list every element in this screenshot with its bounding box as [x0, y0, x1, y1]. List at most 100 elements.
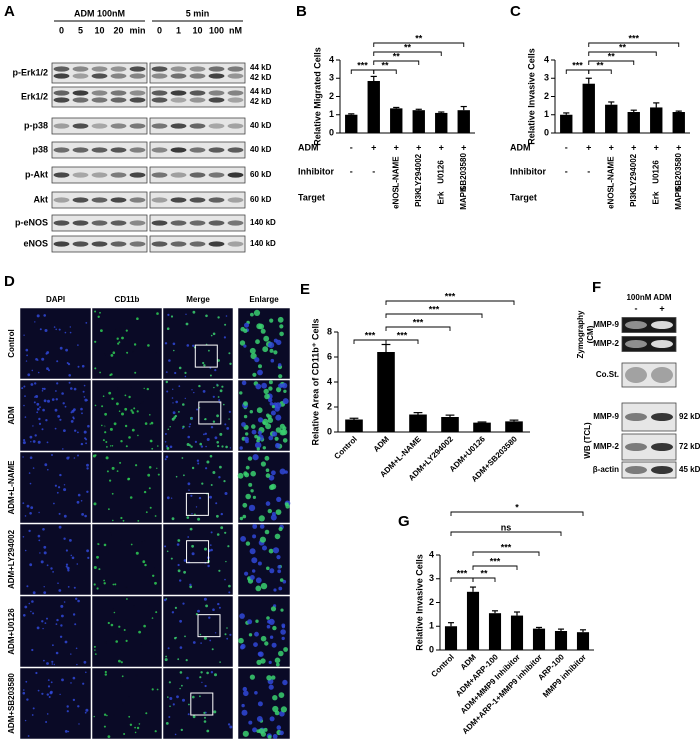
lane-label: 1	[176, 25, 181, 35]
cell	[77, 431, 79, 434]
cell	[218, 606, 221, 609]
cell	[163, 598, 167, 602]
cell	[176, 543, 180, 546]
cell	[69, 326, 72, 328]
cell	[183, 474, 185, 477]
cell	[23, 614, 26, 617]
cell	[94, 454, 97, 456]
cell	[226, 427, 230, 430]
cell	[40, 560, 44, 564]
band	[170, 66, 187, 72]
cell	[104, 673, 108, 676]
cell	[109, 479, 112, 482]
cell	[85, 442, 87, 445]
cell	[149, 506, 152, 509]
cell	[182, 403, 185, 406]
cell	[61, 392, 64, 395]
cell	[144, 540, 147, 543]
cell	[241, 380, 247, 386]
condition-cell: +	[676, 142, 681, 152]
column-header: DAPI	[46, 295, 65, 304]
cell	[169, 697, 173, 700]
cell	[277, 565, 282, 569]
column-header: CD11b	[115, 295, 140, 304]
cell	[76, 500, 80, 504]
cell	[112, 519, 114, 522]
cell	[203, 711, 206, 715]
cell	[278, 586, 283, 591]
cell	[175, 636, 177, 639]
cell	[242, 686, 247, 692]
row-label: MMP-9	[593, 320, 619, 329]
cell	[247, 456, 253, 461]
band	[91, 172, 108, 178]
y-tick-label: 2	[329, 91, 334, 101]
cell	[209, 639, 212, 642]
band	[110, 220, 127, 226]
cell	[29, 563, 33, 567]
cell	[174, 371, 177, 375]
band	[53, 66, 70, 72]
lane-label: -	[635, 303, 638, 313]
cell	[179, 646, 183, 649]
cell	[136, 317, 139, 321]
cell	[268, 618, 275, 626]
band	[625, 466, 647, 474]
band	[91, 123, 108, 129]
cell	[260, 461, 266, 467]
cell	[31, 369, 34, 372]
cell	[275, 509, 282, 515]
cell	[198, 384, 201, 388]
cell	[94, 649, 96, 651]
cell	[164, 545, 167, 548]
sig-label: ***	[501, 542, 512, 552]
y-axis-label: Relative Migrated Cells	[312, 47, 322, 146]
cell	[44, 622, 47, 624]
cell	[182, 602, 185, 605]
bar	[345, 114, 358, 133]
band	[227, 73, 244, 79]
cell	[133, 407, 136, 410]
cell	[43, 545, 47, 549]
cell	[83, 660, 87, 664]
cell	[285, 504, 290, 509]
cell	[87, 424, 90, 428]
cell	[171, 611, 175, 614]
cell	[127, 404, 131, 408]
band	[151, 97, 168, 103]
cell	[74, 623, 77, 626]
cell	[95, 530, 97, 533]
cell	[138, 723, 141, 725]
cell	[25, 680, 28, 683]
cell	[205, 445, 207, 448]
cell	[239, 446, 243, 450]
cell	[239, 340, 246, 346]
cell	[228, 591, 231, 594]
cell	[177, 563, 180, 567]
cell	[54, 484, 58, 487]
cell	[241, 422, 246, 427]
cell	[151, 513, 154, 515]
cell	[219, 389, 223, 393]
row-label: ADM+LY294002	[7, 529, 16, 589]
cell	[200, 671, 203, 674]
cell	[269, 318, 274, 323]
cell	[111, 492, 114, 495]
cell	[34, 382, 37, 385]
cell	[106, 446, 108, 448]
row-label: p-eNOS	[15, 217, 48, 227]
cell	[210, 531, 213, 534]
cell	[224, 531, 227, 534]
panel-label: F	[592, 279, 601, 296]
cell	[140, 541, 144, 544]
cell	[55, 651, 59, 655]
column-header: Enlarge	[249, 295, 279, 304]
band	[72, 123, 89, 129]
cell	[226, 637, 229, 640]
cell	[55, 623, 58, 625]
condition-cell: U0126	[436, 160, 445, 184]
cell	[146, 387, 149, 391]
cell	[47, 468, 49, 471]
cell	[244, 571, 249, 576]
cell	[158, 505, 161, 509]
